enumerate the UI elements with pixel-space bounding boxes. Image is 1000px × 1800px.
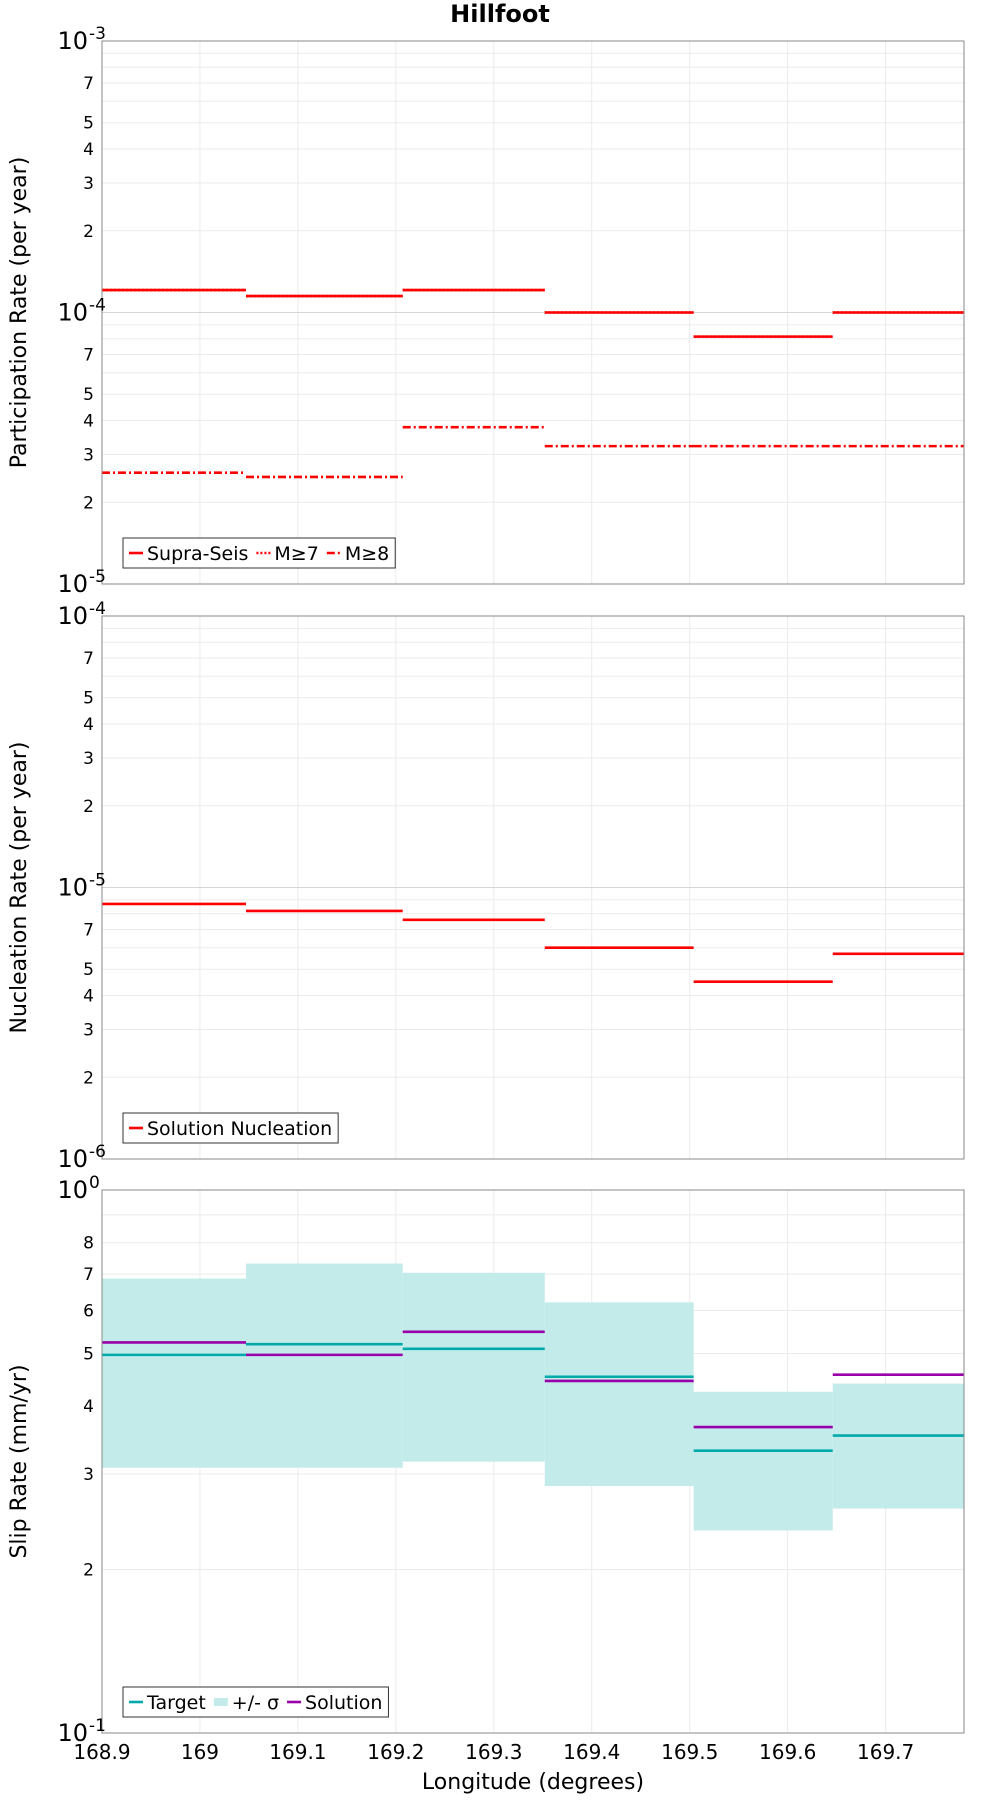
x-tick-label: 169: [181, 1740, 219, 1764]
plot-frame: [101, 40, 965, 585]
y-minor-tick-label: 7: [83, 921, 94, 941]
y-minor-tick-label: 6: [83, 1301, 94, 1321]
marks: [102, 288, 964, 479]
legend-label: M≥7: [274, 543, 318, 565]
marks: [102, 1330, 964, 1453]
sigma-band: [544, 1302, 694, 1487]
legend-label: M≥8: [345, 543, 389, 565]
y-tick-exponent: 0: [89, 1173, 100, 1193]
y-minor-tick-label: 4: [83, 987, 94, 1007]
legend-box: [122, 1686, 389, 1718]
y-tick-label: 10: [57, 1145, 88, 1173]
chart-title: Hillfoot: [450, 0, 550, 28]
plot-frame: [101, 1189, 965, 1734]
grid: [102, 41, 964, 584]
band: [102, 1263, 964, 1531]
y-minor-tick-label: 5: [83, 960, 94, 980]
plot-frame: [101, 615, 965, 1160]
y-minor-tick-label: 2: [83, 797, 94, 817]
x-ticks: 168.9 169 169.1 169.2 169.3 169.4 169.5 169.6 16…: [73, 1740, 914, 1764]
y-minor-tick-label: 2: [83, 1561, 94, 1581]
x-tick-label: 169.3: [465, 1740, 522, 1764]
sigma-band: [102, 1278, 246, 1468]
x-tick-label: 169.4: [563, 1740, 620, 1764]
legend: Target +/- σ Solution: [122, 1686, 389, 1718]
sigma-band: [832, 1383, 964, 1509]
sigma-band: [693, 1391, 833, 1531]
y-tick-label: 10: [57, 1176, 88, 1204]
y-minor-tick-label: 5: [83, 385, 94, 405]
y-minor-tick-label: 3: [83, 445, 94, 465]
legend-label: Supra-Seis: [147, 543, 248, 565]
y-tick-label: 10: [57, 299, 88, 327]
y-tick-label: 10: [57, 602, 88, 630]
y-tick-exponent: -4: [89, 599, 106, 619]
y-minor-tick-label: 3: [83, 749, 94, 769]
y-minor-tick-label: 3: [83, 174, 94, 194]
x-tick-label: 169.5: [661, 1740, 718, 1764]
y-tick-exponent: -5: [89, 871, 106, 891]
y-minor-tick-label: 7: [83, 346, 94, 366]
y-minor-tick-label: 7: [83, 649, 94, 669]
grid: [102, 616, 964, 1159]
sigma-band: [402, 1272, 545, 1462]
y-minor-tick-label: 5: [83, 114, 94, 134]
x-tick-label: 169.2: [367, 1740, 424, 1764]
y-tick-exponent: -1: [89, 1716, 106, 1736]
y-axis-label: Slip Rate (mm/yr): [7, 1364, 32, 1558]
legend: Solution Nucleation: [122, 1112, 339, 1144]
x-tick-label: 169.6: [759, 1740, 816, 1764]
sigma-band: [245, 1263, 403, 1468]
y-minor-tick-label: 2: [83, 493, 94, 513]
y-tick-label: 10: [57, 27, 88, 55]
y-minor-tick-label: 3: [83, 1465, 94, 1485]
x-tick-label: 169.1: [269, 1740, 326, 1764]
y-tick-exponent: -6: [89, 1142, 106, 1162]
y-minor-tick-label: 3: [83, 1020, 94, 1040]
y-tick-label: 10: [57, 874, 88, 902]
y-tick-exponent: -3: [89, 24, 106, 44]
legend-label: Target: [146, 1692, 206, 1714]
legend-swatch: [213, 1698, 228, 1706]
y-minor-tick-label: 8: [83, 1234, 94, 1254]
y-tick-label: 10: [57, 1719, 88, 1747]
legend-box: [122, 1112, 339, 1144]
y-minor-tick-label: 4: [83, 412, 94, 432]
y-minor-tick-label: 5: [83, 1344, 94, 1364]
x-axis-label: Longitude (degrees): [422, 1770, 644, 1795]
legend-box: [122, 537, 396, 569]
legend-label: Solution: [305, 1692, 382, 1714]
y-tick-exponent: -5: [89, 567, 106, 587]
legend: Supra-Seis M≥7 M≥8: [122, 537, 396, 569]
y-minor-tick-label: 5: [83, 689, 94, 709]
marks: [102, 902, 964, 983]
y-axis-label: Participation Rate (per year): [7, 157, 32, 469]
x-tick-label: 168.9: [73, 1740, 130, 1764]
y-minor-tick-label: 2: [83, 1068, 94, 1088]
y-tick-exponent: -4: [89, 296, 106, 316]
y-minor-tick-label: 4: [83, 715, 94, 735]
y-minor-tick-label: 7: [83, 1265, 94, 1285]
y-minor-tick-label: 7: [83, 74, 94, 94]
y-axis-label: Nucleation Rate (per year): [7, 742, 32, 1034]
y-minor-tick-label: 4: [83, 1397, 94, 1417]
legend-label: +/- σ: [232, 1692, 279, 1714]
legend-label: Solution Nucleation: [147, 1118, 332, 1140]
y-minor-tick-label: 4: [83, 140, 94, 160]
x-tick-label: 169.7: [857, 1740, 914, 1764]
y-tick-label: 10: [57, 570, 88, 598]
y-minor-tick-label: 2: [83, 222, 94, 242]
